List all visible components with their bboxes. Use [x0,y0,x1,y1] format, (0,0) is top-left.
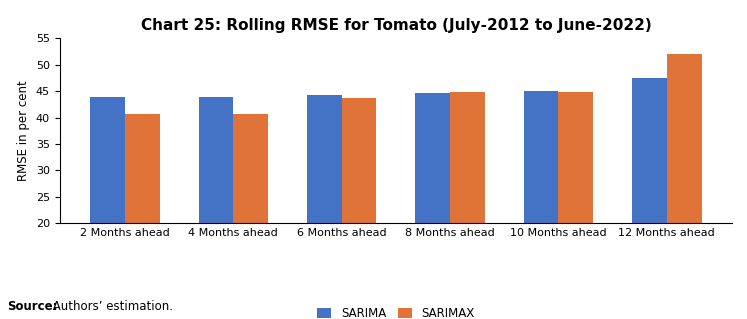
Bar [415,93,450,319]
Bar [632,78,667,319]
Bar [125,115,160,319]
Legend: SARIMA, SARIMAX: SARIMA, SARIMAX [312,302,480,319]
Bar [341,98,376,319]
Y-axis label: RMSE in per cent: RMSE in per cent [17,80,31,181]
Title: Chart 25: Rolling RMSE for Tomato (July-2012 to June-2022): Chart 25: Rolling RMSE for Tomato (July-… [140,18,651,33]
Text: Authors’ estimation.: Authors’ estimation. [49,300,173,313]
Bar [450,92,485,319]
Bar [90,98,125,319]
Bar [199,97,233,319]
Text: Source:: Source: [7,300,58,313]
Bar [524,91,559,319]
Bar [233,115,268,319]
Bar [667,54,701,319]
Bar [307,95,341,319]
Bar [559,92,593,319]
